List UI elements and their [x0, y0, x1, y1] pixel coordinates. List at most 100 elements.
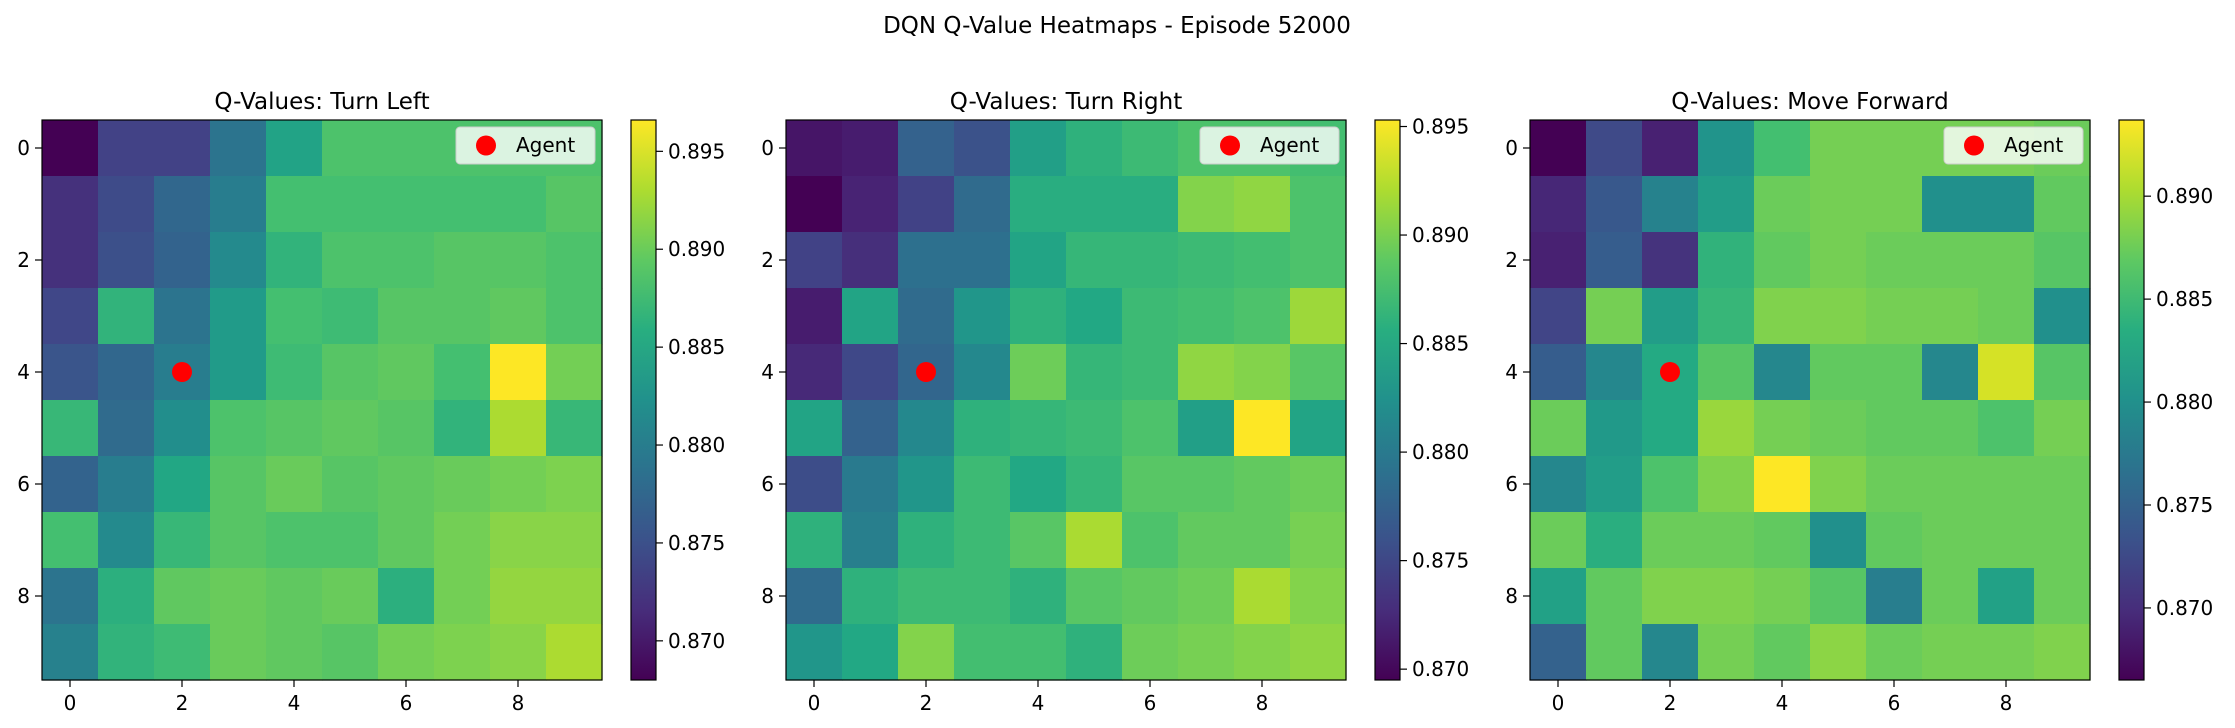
heatmap-cell	[1810, 456, 1867, 513]
heatmap-cell	[322, 512, 379, 569]
heatmap-cell	[1122, 568, 1179, 625]
legend-label: Agent	[2004, 133, 2063, 157]
heatmap-cell	[98, 232, 155, 289]
heatmap-cell	[1754, 120, 1811, 177]
heatmap-cell	[434, 232, 491, 289]
heatmap-cell	[1178, 624, 1235, 681]
heatmap-cell	[898, 456, 955, 513]
heatmap-cell	[1866, 456, 1923, 513]
heatmap-cell	[1234, 344, 1291, 401]
heatmap-cell	[490, 176, 547, 233]
heatmap-cell	[1290, 568, 1347, 625]
heatmap-cell	[98, 288, 155, 345]
heatmap-cell	[1698, 400, 1755, 457]
heatmap-cell	[1922, 568, 1979, 625]
figure-suptitle: DQN Q-Value Heatmaps - Episode 52000	[883, 13, 1351, 39]
heatmap-cell	[1530, 624, 1587, 681]
y-tick-label: 2	[1505, 248, 1518, 272]
heatmap-cell	[954, 568, 1011, 625]
heatmap-cell	[266, 512, 323, 569]
heatmap-cell	[842, 624, 899, 681]
heatmap-cell	[546, 344, 603, 401]
heatmap-cell	[1698, 120, 1755, 177]
plot-frame	[1529, 119, 2091, 681]
heatmap-cell	[842, 288, 899, 345]
heatmap-panel: Q-Values: Move Forward 0 2 4 6 8 0 2 4 6 8 Agent 0.8…	[1505, 89, 2213, 715]
heatmap-panel: Q-Values: Turn Right 0 2 4 6 8 0 2 4 6 8 Agent 0.870…	[761, 89, 1469, 715]
heatmap-cell	[1642, 120, 1699, 177]
heatmap-cell	[1178, 400, 1235, 457]
heatmap-cell	[1866, 344, 1923, 401]
heatmap-cell	[1754, 288, 1811, 345]
heatmap-cell	[1290, 288, 1347, 345]
panel-title: Q-Values: Move Forward	[1671, 89, 1948, 115]
heatmap-cell	[954, 344, 1011, 401]
heatmap-cell	[1698, 344, 1755, 401]
heatmap-cell	[434, 456, 491, 513]
y-tick-label: 8	[1505, 584, 1518, 608]
heatmap-cell	[1122, 512, 1179, 569]
heatmap-cell	[98, 400, 155, 457]
heatmap-cell	[1810, 176, 1867, 233]
heatmap-cell	[1754, 344, 1811, 401]
heatmap-cell	[546, 176, 603, 233]
heatmap-cell	[1234, 232, 1291, 289]
heatmap-cell	[1178, 344, 1235, 401]
heatmap-cell	[1810, 120, 1867, 177]
panel-title: Q-Values: Turn Left	[214, 89, 429, 115]
heatmap-cell	[266, 176, 323, 233]
heatmap-cell	[266, 344, 323, 401]
heatmap-cell	[1642, 232, 1699, 289]
heatmap-cell	[378, 120, 435, 177]
x-tick-label: 6	[1144, 691, 1157, 715]
x-tick-label: 2	[1664, 691, 1677, 715]
heatmap-cell	[154, 624, 211, 681]
heatmap-cell	[786, 512, 843, 569]
heatmap-cell	[210, 568, 267, 625]
heatmap-cell	[154, 400, 211, 457]
heatmap-cell	[378, 288, 435, 345]
heatmap-cell	[1698, 456, 1755, 513]
heatmap-cell	[1810, 232, 1867, 289]
heatmap-cell	[1754, 512, 1811, 569]
heatmap-cell	[1178, 512, 1235, 569]
legend-marker	[476, 135, 496, 156]
heatmap-cell	[378, 176, 435, 233]
heatmap-cell	[210, 400, 267, 457]
heatmap-cell	[1754, 624, 1811, 681]
heatmap-cell	[1010, 344, 1067, 401]
heatmap-cell	[898, 120, 955, 177]
heatmap-cell	[1010, 176, 1067, 233]
x-tick-label: 0	[808, 691, 821, 715]
heatmap-cell	[266, 400, 323, 457]
heatmap-cell	[2034, 568, 2091, 625]
heatmap-cell	[434, 624, 491, 681]
heatmap-cell	[1978, 568, 2035, 625]
heatmap-cell	[154, 176, 211, 233]
heatmap-cell	[1698, 288, 1755, 345]
heatmap-cell	[1810, 624, 1867, 681]
x-tick-label: 0	[64, 691, 77, 715]
heatmap-cell	[898, 288, 955, 345]
heatmap-cell	[786, 176, 843, 233]
heatmap-cell	[1698, 176, 1755, 233]
heatmap-cell	[1586, 568, 1643, 625]
heatmap-cell	[1122, 400, 1179, 457]
heatmap-cell	[1530, 176, 1587, 233]
heatmap-cell	[154, 568, 211, 625]
heatmap-cell	[42, 288, 99, 345]
heatmap-cell	[434, 288, 491, 345]
heatmap-cell	[898, 624, 955, 681]
heatmap-cell	[1642, 512, 1699, 569]
heatmap-cell	[546, 232, 603, 289]
heatmap-cell	[786, 400, 843, 457]
heatmap-cell	[434, 176, 491, 233]
heatmap-cell	[1290, 232, 1347, 289]
heatmap-cell	[954, 624, 1011, 681]
heatmap-cell	[786, 232, 843, 289]
heatmap-cell	[1978, 232, 2035, 289]
heatmap-cell	[154, 232, 211, 289]
y-tick-label: 0	[1505, 136, 1518, 160]
heatmap-cell	[434, 400, 491, 457]
heatmap-cell	[266, 624, 323, 681]
